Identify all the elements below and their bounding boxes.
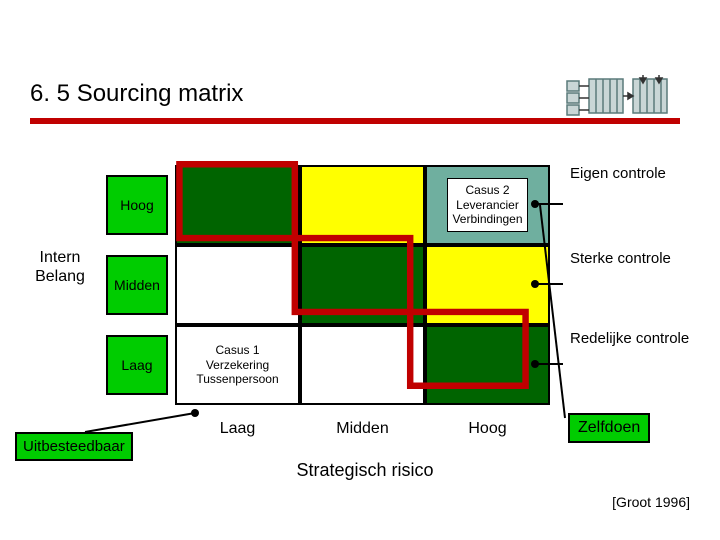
- cell-r1-c0: [175, 245, 300, 325]
- casus2-label: Casus 2 Leverancier Verbindingen: [447, 178, 527, 231]
- label-sterke-controle: Sterke controle: [570, 250, 671, 267]
- row-label-laag: Laag: [106, 335, 168, 395]
- cell-r2-c1: [300, 325, 425, 405]
- col-label-laag: Laag: [175, 420, 300, 438]
- page-title: 6. 5 Sourcing matrix: [30, 80, 243, 108]
- line-eigen: [535, 203, 563, 205]
- decor-icon: [565, 75, 675, 117]
- y-axis-title-text: Intern Belang: [35, 249, 85, 285]
- reference: [Groot 1996]: [612, 494, 690, 510]
- col-label-midden: Midden: [300, 420, 425, 438]
- slide: 6. 5 Sourcing matrix: [0, 0, 720, 540]
- casus1-label: Casus 1 Verzekering Tussenpersoon: [192, 339, 282, 390]
- cell-r0-c1: [300, 165, 425, 245]
- label-redelijke-controle: Redelijke controle: [570, 330, 689, 347]
- title-underline: [30, 118, 560, 124]
- line-redelijke: [535, 363, 563, 365]
- cell-r2-c0: Casus 1 Verzekering Tussenpersoon: [175, 325, 300, 405]
- label-eigen-controle: Eigen controle: [570, 165, 666, 182]
- y-axis-title: Intern Belang: [25, 248, 95, 286]
- cell-r0-c0: [175, 165, 300, 245]
- uitbesteedbaar-box: Uitbesteedbaar: [15, 432, 133, 461]
- row-label-midden: Midden: [106, 255, 168, 315]
- cell-r1-c1: [300, 245, 425, 325]
- zelfdoen-box: Zelfdoen: [568, 413, 650, 443]
- matrix-grid: Casus 2 Leverancier Verbindingen Casus 1…: [175, 165, 550, 405]
- col-label-hoog: Hoog: [425, 420, 550, 438]
- x-axis-title: Strategisch risico: [250, 460, 480, 481]
- row-label-hoog: Hoog: [106, 175, 168, 235]
- line-sterke: [535, 283, 563, 285]
